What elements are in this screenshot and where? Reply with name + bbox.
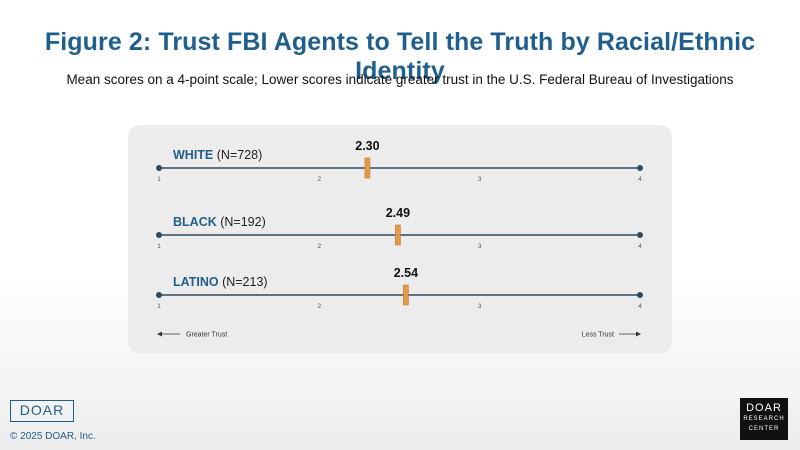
- tick-label-black-3: 3: [478, 243, 482, 250]
- copyright-text: © 2025 DOAR, Inc.: [10, 431, 96, 442]
- doar-logo: DOAR: [10, 400, 74, 422]
- chart-panel: 1 2 3 4 WHITE (N=728) 2.30 1 2 3 4 BLACK (N=192) 2.…: [128, 125, 672, 353]
- scale-end-dot-black: [637, 232, 643, 238]
- chart-title: Figure 2: Trust FBI Agents to Tell the T…: [44, 28, 756, 85]
- tick-label-white-3: 3: [478, 176, 482, 183]
- logo-line-3: CENTER: [748, 426, 780, 432]
- value-label-latino: 2.54: [394, 266, 418, 280]
- tick-label-latino-1: 1: [157, 303, 161, 310]
- dot-scale-chart: 1 2 3 4 WHITE (N=728) 2.30 1 2 3 4 BLACK (N=192) 2.…: [156, 139, 643, 339]
- series-label-latino: LATINO (N=213): [173, 275, 268, 289]
- tick-label-white-1: 1: [157, 176, 161, 183]
- less-trust-arrow-head: [636, 331, 641, 337]
- scale-start-dot-latino: [156, 292, 162, 298]
- scale-start-dot-black: [156, 232, 162, 238]
- scale-end-dot-latino: [637, 292, 643, 298]
- doar-research-center-logo: DOAR RESEARCH CENTER: [740, 398, 788, 440]
- tick-label-black-2: 2: [318, 243, 322, 250]
- tick-label-latino-2: 2: [318, 303, 322, 310]
- chart-subtitle: Mean scores on a 4-point scale; Lower sc…: [66, 72, 734, 87]
- greater-trust-arrow-head: [157, 331, 162, 337]
- value-label-white: 2.30: [355, 139, 379, 153]
- tick-label-black-4: 4: [638, 243, 642, 250]
- greater-trust-label: Greater Trust: [186, 332, 227, 339]
- tick-label-latino-4: 4: [638, 303, 642, 310]
- value-marker-latino: [403, 284, 409, 306]
- scale-start-dot-white: [156, 165, 162, 171]
- tick-label-black-1: 1: [157, 243, 161, 250]
- tick-label-latino-3: 3: [478, 303, 482, 310]
- series-label-white: WHITE (N=728): [173, 148, 262, 162]
- scale-end-dot-white: [637, 165, 643, 171]
- logo-line-1: DOAR: [746, 402, 782, 414]
- value-marker-black: [395, 224, 401, 246]
- tick-label-white-4: 4: [638, 176, 642, 183]
- value-label-black: 2.49: [386, 206, 410, 220]
- tick-label-white-2: 2: [318, 176, 322, 183]
- less-trust-label: Less Trust: [582, 332, 614, 339]
- value-marker-white: [364, 157, 371, 179]
- logo-line-2: RESEARCH: [743, 416, 785, 422]
- series-label-black: BLACK (N=192): [173, 215, 266, 229]
